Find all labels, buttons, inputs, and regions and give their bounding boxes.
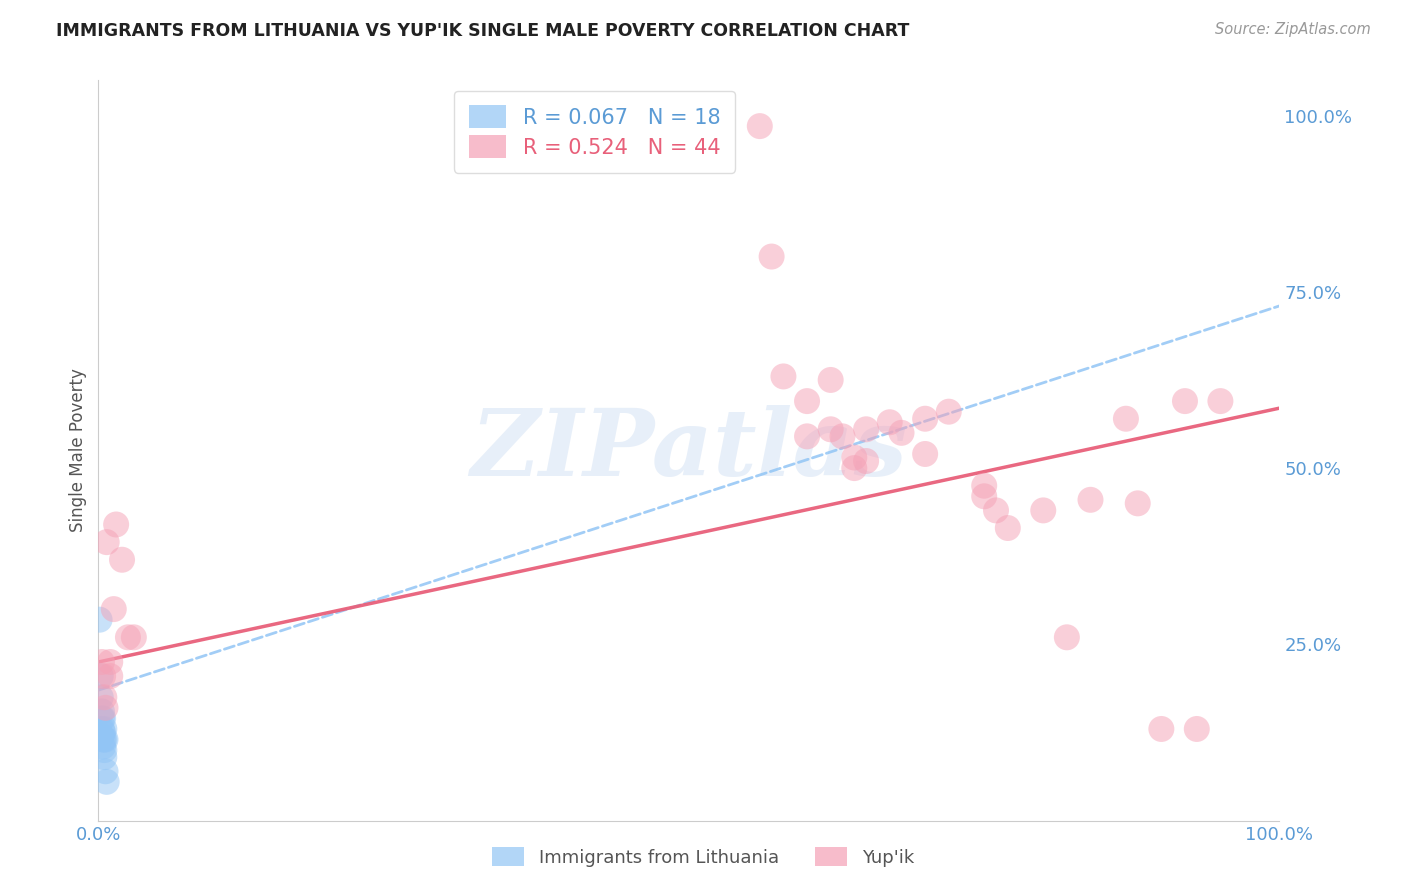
Point xyxy=(94,764,117,779)
Point xyxy=(1174,394,1197,409)
Point xyxy=(748,119,770,133)
Point xyxy=(91,711,114,725)
Point xyxy=(761,250,783,264)
Point xyxy=(91,655,114,669)
Point xyxy=(1080,492,1102,507)
Point xyxy=(93,743,115,757)
Text: ZIPatlas: ZIPatlas xyxy=(471,406,907,495)
Point xyxy=(105,517,128,532)
Point xyxy=(890,425,912,440)
Point xyxy=(111,553,134,567)
Point xyxy=(844,461,866,475)
Point xyxy=(96,775,118,789)
Point xyxy=(831,429,853,443)
Point xyxy=(702,119,724,133)
Point xyxy=(984,503,1007,517)
Point xyxy=(796,429,818,443)
Point xyxy=(914,447,936,461)
Point xyxy=(879,415,901,429)
Point xyxy=(93,690,115,705)
Point xyxy=(94,701,117,715)
Point xyxy=(93,750,115,764)
Point xyxy=(678,119,700,133)
Point xyxy=(1209,394,1232,409)
Point xyxy=(122,630,145,644)
Point xyxy=(91,711,114,725)
Point xyxy=(1056,630,1078,644)
Point xyxy=(90,690,112,705)
Point xyxy=(91,669,114,683)
Point xyxy=(91,722,114,736)
Point xyxy=(94,732,117,747)
Point xyxy=(93,722,115,736)
Point xyxy=(820,422,842,436)
Point xyxy=(973,479,995,493)
Y-axis label: Single Male Poverty: Single Male Poverty xyxy=(69,368,87,533)
Point xyxy=(93,732,115,747)
Point xyxy=(91,732,114,747)
Point xyxy=(98,669,121,683)
Point xyxy=(796,394,818,409)
Point xyxy=(98,655,121,669)
Point xyxy=(1185,722,1208,736)
Text: IMMIGRANTS FROM LITHUANIA VS YUP'IK SINGLE MALE POVERTY CORRELATION CHART: IMMIGRANTS FROM LITHUANIA VS YUP'IK SING… xyxy=(56,22,910,40)
Point xyxy=(1126,496,1149,510)
Point xyxy=(844,450,866,465)
Text: Source: ZipAtlas.com: Source: ZipAtlas.com xyxy=(1215,22,1371,37)
Point xyxy=(91,704,114,718)
Point xyxy=(90,669,112,683)
Point xyxy=(772,369,794,384)
Point xyxy=(117,630,139,644)
Point xyxy=(96,535,118,549)
Point xyxy=(91,729,114,743)
Point xyxy=(91,725,114,739)
Point xyxy=(914,411,936,425)
Point xyxy=(89,613,111,627)
Point xyxy=(820,373,842,387)
Point xyxy=(938,405,960,419)
Point xyxy=(1150,722,1173,736)
Point xyxy=(855,454,877,468)
Point xyxy=(91,739,114,754)
Point xyxy=(103,602,125,616)
Point xyxy=(1115,411,1137,425)
Point xyxy=(1032,503,1054,517)
Point xyxy=(855,422,877,436)
Point xyxy=(973,489,995,503)
Legend: Immigrants from Lithuania, Yup'ik: Immigrants from Lithuania, Yup'ik xyxy=(485,840,921,874)
Point xyxy=(997,521,1019,535)
Legend: R = 0.067   N = 18, R = 0.524   N = 44: R = 0.067 N = 18, R = 0.524 N = 44 xyxy=(454,91,735,172)
